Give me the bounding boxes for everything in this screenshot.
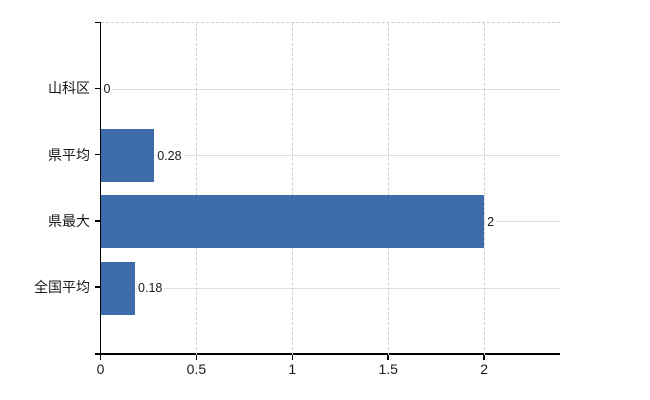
bar-value-label: 0.28 [156, 148, 184, 163]
bar-value-label: 0 [102, 82, 113, 97]
category-label: 山科区 [48, 80, 90, 97]
category-label: 県最大 [48, 212, 90, 229]
bar [100, 129, 155, 183]
horizontal-gridline [100, 88, 560, 90]
x-axis-tick [291, 354, 294, 360]
vertical-gridline [387, 23, 389, 355]
y-axis-tick [94, 87, 101, 90]
x-tick-label: 1 [288, 360, 297, 377]
x-axis-tick [387, 354, 389, 360]
x-axis-tick [195, 354, 198, 360]
plot-area: 0 0.28 2 0.18 [100, 22, 560, 355]
horizontal-gridline [100, 155, 560, 157]
y-axis-top-tick [94, 21, 101, 23]
bar-value-label: 0.18 [137, 281, 165, 296]
x-axis-line [94, 352, 560, 355]
y-axis-line [99, 22, 102, 355]
vertical-gridline [195, 23, 197, 355]
x-tick-label: 0.5 [186, 360, 207, 377]
x-axis-tick [99, 354, 102, 360]
y-axis-tick [94, 220, 101, 222]
x-tick-label: 2 [480, 360, 488, 377]
horizontal-gridline [100, 287, 560, 289]
bar [100, 195, 485, 249]
category-label: 全国平均 [34, 279, 90, 296]
x-axis-tick [483, 354, 485, 360]
vertical-gridline [291, 23, 293, 355]
bar-value-label: 2 [486, 214, 497, 229]
x-tick-label: 0 [96, 360, 105, 377]
vertical-gridline [483, 23, 485, 355]
y-axis-tick [94, 286, 101, 288]
category-label: 県平均 [48, 146, 90, 163]
x-tick-label: 1.5 [378, 360, 398, 377]
y-axis-tick [94, 153, 101, 156]
bar [100, 261, 136, 315]
